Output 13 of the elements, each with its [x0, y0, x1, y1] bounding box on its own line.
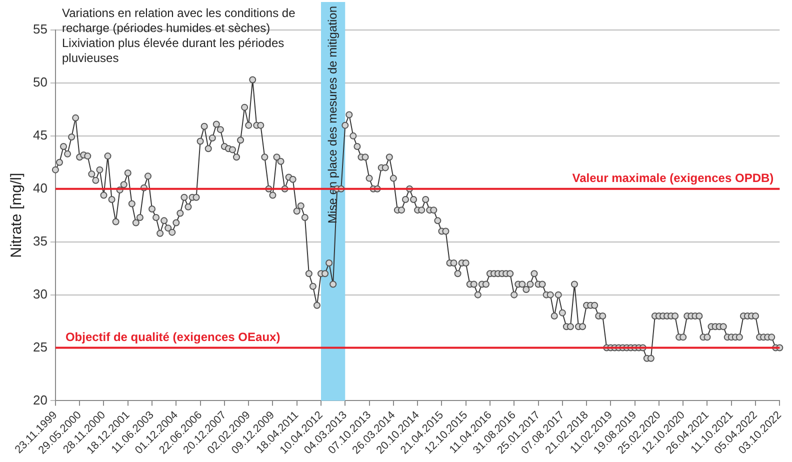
y-tick-label: 20: [32, 392, 48, 408]
y-axis-title: Nitrate [mg/l]: [8, 172, 26, 258]
y-tick-label: 30: [32, 286, 48, 302]
y-tick-label: 40: [32, 180, 48, 196]
annotation: Variations en relation avec les conditions de recharge (périodes humides et sèches): [62, 6, 296, 36]
y-tick-label: 45: [32, 128, 48, 143]
y-tick-label: 55: [32, 22, 48, 37]
y-tick-label: 35: [32, 233, 48, 248]
ref-line-label: Valeur maximale (exigences OPDB): [572, 171, 774, 186]
ref-line-label: Objectif de qualité (exigences OEaux): [65, 330, 280, 344]
y-tick-label: 50: [32, 74, 48, 90]
annotation: Lixiviation plus élevée durant les périodes pluvieuses: [62, 36, 286, 66]
y-tick-label: 25: [32, 339, 48, 354]
